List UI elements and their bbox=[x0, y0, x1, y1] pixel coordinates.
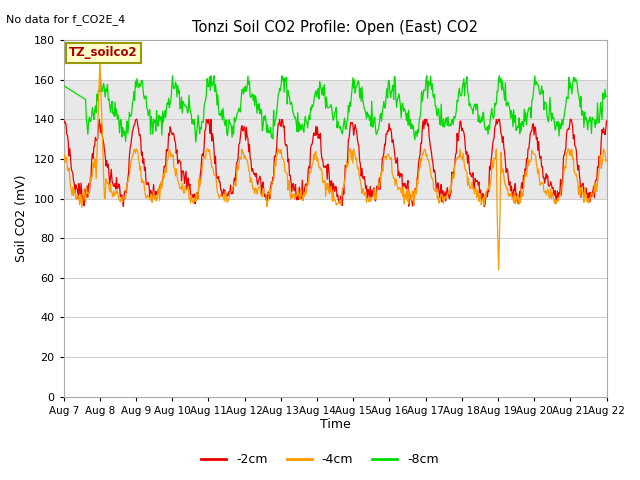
Text: No data for f_CO2E_4: No data for f_CO2E_4 bbox=[6, 14, 125, 25]
Bar bbox=[64, 80, 607, 199]
Legend: -2cm, -4cm, -8cm: -2cm, -4cm, -8cm bbox=[196, 448, 444, 471]
Text: TZ_soilco2: TZ_soilco2 bbox=[69, 46, 138, 59]
X-axis label: Time: Time bbox=[320, 419, 351, 432]
Y-axis label: Soil CO2 (mV): Soil CO2 (mV) bbox=[15, 175, 28, 262]
Title: Tonzi Soil CO2 Profile: Open (East) CO2: Tonzi Soil CO2 Profile: Open (East) CO2 bbox=[192, 20, 478, 35]
